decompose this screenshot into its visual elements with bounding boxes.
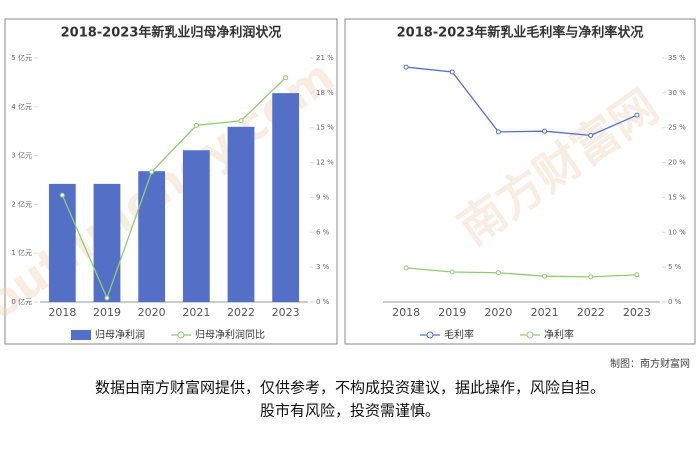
y-tick-label: 5 亿元 bbox=[11, 53, 32, 62]
y-tick-label: 3 亿元 bbox=[11, 151, 32, 160]
legend-swatch bbox=[71, 330, 91, 340]
point bbox=[283, 75, 289, 81]
y-tick-label: 1 亿元 bbox=[11, 248, 32, 257]
y-tick-label: 35 % bbox=[668, 54, 686, 62]
point bbox=[542, 273, 548, 279]
line bbox=[61, 77, 287, 300]
point bbox=[588, 274, 594, 280]
x-tick-label: 2021 bbox=[182, 306, 210, 319]
bar bbox=[182, 150, 210, 302]
bar bbox=[227, 126, 255, 302]
y-tick-label: 15 % bbox=[668, 193, 686, 201]
y-tick-label: 2 亿元 bbox=[11, 199, 32, 208]
x-tick-label: 2022 bbox=[577, 306, 605, 319]
point bbox=[149, 169, 155, 175]
y-tick-label: 20 % bbox=[668, 159, 686, 167]
x-tick-label: 2023 bbox=[272, 306, 300, 319]
legend-label: 毛利率 bbox=[444, 328, 474, 341]
y-tick-label: 15 % bbox=[316, 124, 334, 132]
bar bbox=[138, 171, 166, 302]
point bbox=[193, 122, 199, 128]
x-tick-label: 2018 bbox=[392, 306, 420, 319]
y-tick-label: 5 % bbox=[668, 263, 682, 271]
y-tick-label: 0 亿元 bbox=[11, 297, 32, 306]
x-tick-label: 2021 bbox=[531, 306, 559, 319]
y-tick-label: 9 % bbox=[316, 193, 330, 201]
y-tick-label: 6 % bbox=[316, 228, 330, 236]
point bbox=[495, 129, 501, 135]
y-tick-label: 12 % bbox=[316, 159, 334, 167]
y-tick-label: 3 % bbox=[316, 263, 330, 271]
disclaimer: 数据由南方财富网提供，仅供参考，不构成投资建议，据此操作，风险自担。 bbox=[95, 379, 605, 397]
y-tick-label: 18 % bbox=[316, 89, 334, 97]
bar bbox=[93, 183, 121, 302]
bar bbox=[272, 93, 300, 302]
point bbox=[238, 118, 244, 124]
point bbox=[449, 269, 455, 275]
x-tick-label: 2019 bbox=[438, 306, 466, 319]
legend-swatch bbox=[177, 331, 185, 339]
y-tick-label: 10 % bbox=[668, 228, 686, 236]
x-tick-label: 2022 bbox=[227, 306, 255, 319]
watermark: 南方财富网 bbox=[448, 79, 667, 255]
point bbox=[403, 265, 409, 271]
point bbox=[495, 270, 501, 276]
legend-swatch bbox=[426, 331, 434, 339]
point bbox=[634, 112, 640, 118]
x-tick-label: 2018 bbox=[48, 306, 76, 319]
disclaimer: 股市有风险，投资需谨慎。 bbox=[260, 402, 440, 420]
x-tick-label: 2019 bbox=[93, 306, 121, 319]
chart-title: 2018-2023年新乳业毛利率与净利率状况 bbox=[397, 25, 644, 41]
x-tick-label: 2020 bbox=[138, 306, 166, 319]
y-tick-label: 0 % bbox=[668, 298, 682, 306]
panel-frame bbox=[344, 18, 696, 345]
x-tick-label: 2023 bbox=[623, 306, 651, 319]
y-tick-label: 21 % bbox=[316, 54, 334, 62]
chart-title: 2018-2023年新乳业归母净利润状况 bbox=[61, 25, 282, 41]
point bbox=[104, 295, 110, 301]
point bbox=[403, 64, 409, 70]
credit: 制图：南方财富网 bbox=[610, 357, 690, 370]
bar bbox=[48, 183, 76, 302]
line bbox=[406, 66, 638, 137]
y-tick-label: 30 % bbox=[668, 89, 686, 97]
legend-label: 归母净利润同比 bbox=[195, 328, 265, 341]
point bbox=[59, 192, 65, 198]
y-tick-label: 25 % bbox=[668, 124, 686, 132]
point bbox=[634, 272, 640, 278]
legend-label: 净利率 bbox=[544, 328, 574, 341]
panel-frame bbox=[4, 18, 338, 345]
y-tick-label: 4 亿元 bbox=[11, 102, 32, 111]
point bbox=[542, 128, 548, 134]
line bbox=[406, 267, 637, 278]
x-tick-label: 2020 bbox=[484, 306, 512, 319]
point bbox=[449, 69, 455, 75]
legend-swatch bbox=[526, 331, 534, 339]
y-tick-label: 0 % bbox=[316, 298, 330, 306]
legend-label: 归母净利润 bbox=[95, 328, 145, 341]
point bbox=[588, 132, 594, 138]
